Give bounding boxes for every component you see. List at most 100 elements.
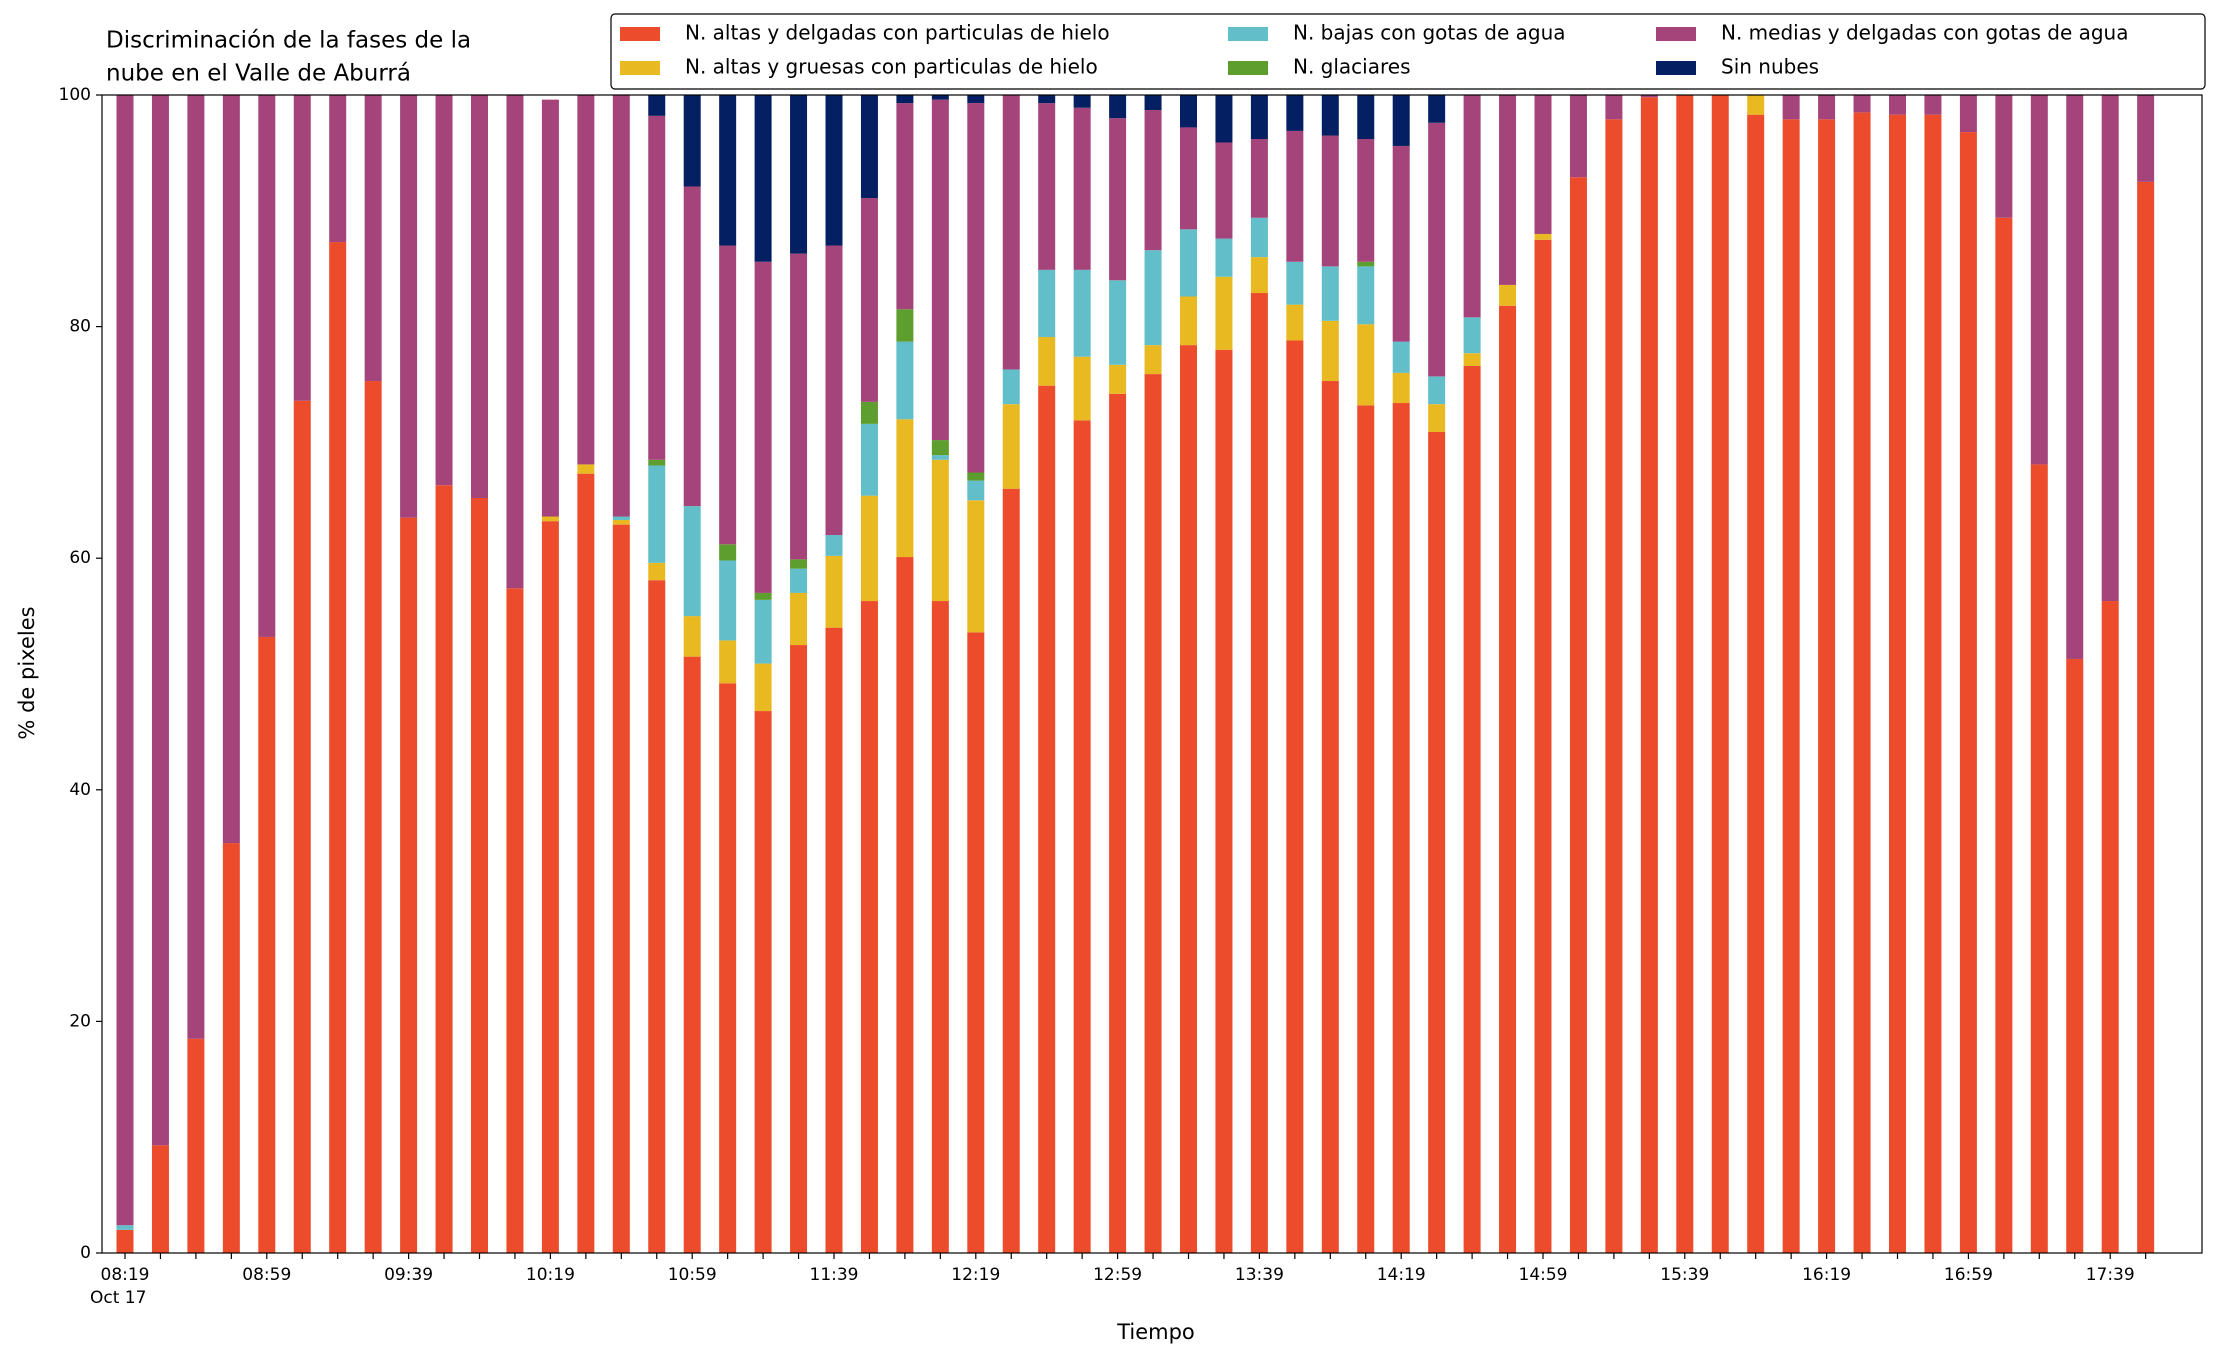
bar-segment <box>364 381 382 1253</box>
bar-segment <box>1215 276 1233 350</box>
bar-segment <box>1144 374 1162 1253</box>
bar-segment <box>931 95 949 100</box>
legend-label: N. medias y delgadas con gotas de agua <box>1721 21 2129 45</box>
bar-segment <box>683 506 701 617</box>
bar-segment <box>1428 95 1446 123</box>
bar-segment <box>860 495 878 602</box>
bar-segment <box>187 95 205 1039</box>
chart-title: Discriminación de la fases de la <box>106 28 471 54</box>
bar-segment <box>825 535 843 556</box>
bar-segment <box>1392 372 1410 404</box>
bar-segment <box>1889 114 1906 1253</box>
bar-segment <box>612 524 630 1253</box>
bar-segment <box>967 103 985 473</box>
bar-segment <box>1250 95 1268 140</box>
bar-segment <box>1250 217 1268 258</box>
bar-segment <box>187 1038 205 1253</box>
bar-segment <box>1038 385 1056 1254</box>
bar-segment <box>860 95 878 199</box>
bar-segment <box>2101 601 2119 1253</box>
bar-segment <box>1250 293 1268 1253</box>
x-tick-label: 11:39 <box>810 1265 859 1285</box>
bar-segment <box>825 95 843 246</box>
bar-segment <box>1889 95 1906 115</box>
bar-segment <box>931 459 949 602</box>
bar-segment <box>683 616 701 657</box>
x-tick-label: 12:59 <box>1093 1265 1142 1285</box>
bar-segment <box>896 419 914 558</box>
bar-segment <box>1180 345 1197 1253</box>
bar-segment <box>719 245 737 545</box>
bar-segment <box>1463 365 1481 1253</box>
bar-segment <box>1428 404 1446 432</box>
bar-segment <box>1321 95 1339 136</box>
bar-segment <box>1605 119 1623 1254</box>
y-tick-label: 60 <box>69 548 91 568</box>
bar-segment <box>1924 95 1942 115</box>
bar-segment <box>577 473 595 1253</box>
bar-segment <box>1463 353 1481 366</box>
legend-swatch <box>1228 27 1268 41</box>
bar-segment <box>400 95 418 518</box>
x-tick-label: 10:59 <box>668 1265 717 1285</box>
bar-segment <box>1144 250 1162 346</box>
plot-frame <box>101 94 2203 1254</box>
bar-segment <box>1180 127 1197 230</box>
bar-segment <box>2030 95 2048 465</box>
bar-segment <box>1321 381 1339 1253</box>
bar-segment <box>1357 266 1375 325</box>
bar-segment <box>1392 403 1410 1253</box>
bar-segment <box>1002 488 1020 1254</box>
x-tick-label: 16:19 <box>1802 1265 1851 1285</box>
bar-segment <box>1924 114 1942 1253</box>
bar-segment <box>860 423 878 496</box>
bar-segment <box>1747 114 1765 1253</box>
bar-segment <box>1215 142 1233 239</box>
bar-segment <box>2137 95 2155 182</box>
bar-segment <box>896 103 914 310</box>
bar-segment <box>860 601 878 1253</box>
bar-segment <box>1250 139 1268 218</box>
bar-segment <box>1109 118 1127 281</box>
bar-segment <box>2066 658 2084 1253</box>
bar-segment <box>790 592 808 646</box>
bar-segment <box>896 557 914 1253</box>
bar-segment <box>116 1225 134 1230</box>
y-tick-label: 100 <box>59 85 91 105</box>
bar-segment <box>648 562 666 581</box>
bar-segment <box>648 115 666 460</box>
x-tick-label: 17:39 <box>2086 1265 2135 1285</box>
bar-segment <box>1463 95 1481 318</box>
bar-segment <box>1499 305 1517 1254</box>
bar-segment <box>400 517 418 1253</box>
bar-segment <box>860 401 878 424</box>
bar-segment <box>1463 317 1481 354</box>
y-tick-label: 20 <box>69 1011 91 1031</box>
bar-segment <box>151 95 169 1146</box>
bar-segment <box>754 261 772 593</box>
x-tick-label: 12:19 <box>951 1265 1000 1285</box>
bar-segment <box>1180 296 1197 346</box>
y-tick-label: 0 <box>80 1243 91 1263</box>
bar-segment <box>1215 238 1233 277</box>
bar-segment <box>1073 95 1091 108</box>
bar-segment <box>293 95 311 401</box>
bar-segment <box>577 95 595 465</box>
bar-segment <box>1321 135 1339 267</box>
bar-segment <box>754 95 772 262</box>
bar-segment <box>2101 95 2119 602</box>
bar-segment <box>1215 95 1233 143</box>
bar-segment <box>435 485 453 1254</box>
bar-segment <box>683 95 701 187</box>
bar-segment <box>1038 95 1056 104</box>
bar-segment <box>1180 229 1197 297</box>
bar-segment <box>151 1145 169 1253</box>
bar-segment <box>1392 95 1410 146</box>
bar-segment <box>719 544 737 561</box>
bar-segment <box>1038 269 1056 338</box>
bar-segment <box>790 645 808 1253</box>
bar-segment <box>825 245 843 536</box>
bar-segment <box>1286 304 1304 341</box>
legend-label: N. altas y delgadas con particulas de hi… <box>685 21 1110 45</box>
